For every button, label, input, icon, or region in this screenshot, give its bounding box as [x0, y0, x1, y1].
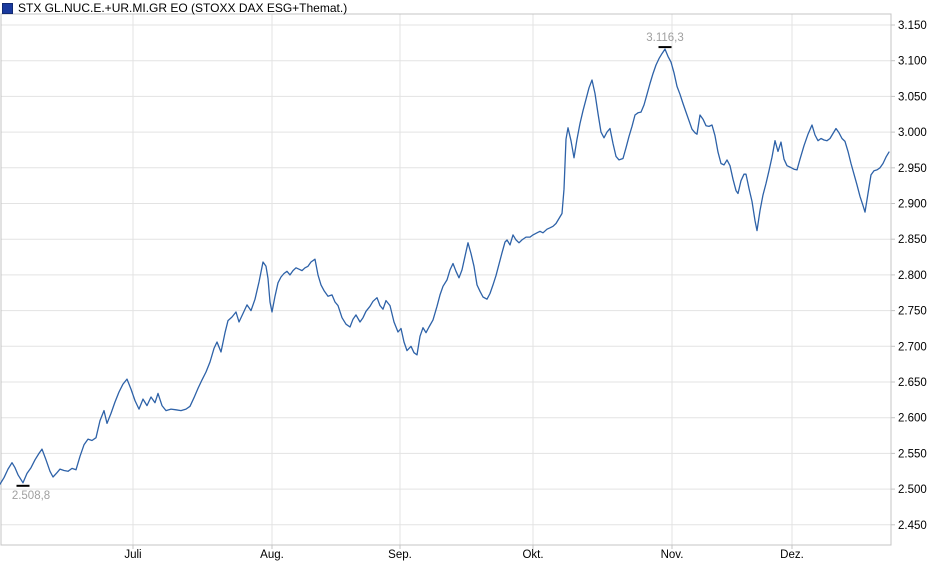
y-axis-label: 2.450 — [898, 520, 927, 532]
chart-legend: STX GL.NUC.E.+UR.MI.GR EO (STOXX DAX ESG… — [2, 1, 347, 15]
y-axis-label: 2.500 — [898, 484, 927, 496]
y-axis-label: 2.600 — [898, 413, 927, 425]
extreme-value-label: 3.116,3 — [646, 32, 684, 44]
annotations: 3.116,3 2.508,8 — [12, 32, 684, 502]
y-axis-label: 2.700 — [898, 341, 927, 353]
y-axis-label: 2.800 — [898, 270, 927, 282]
y-axis-label: 2.950 — [898, 163, 927, 175]
x-axis-label: Okt. — [522, 549, 543, 561]
x-axis-label: Aug. — [260, 549, 284, 561]
plot-frame — [0, 13, 892, 546]
y-axis-label: 3.100 — [898, 56, 927, 68]
chart-title: STX GL.NUC.E.+UR.MI.GR EO (STOXX DAX ESG… — [18, 1, 348, 15]
axis-ticks — [132, 24, 895, 549]
extreme-value-label: 2.508,8 — [12, 490, 50, 502]
x-axis-label: Dez. — [780, 549, 804, 561]
series-color-swatch — [2, 2, 13, 14]
x-axis-label: Nov. — [661, 549, 684, 561]
x-axis-label: Juli — [124, 549, 141, 561]
grid — [1, 14, 891, 545]
y-axis-label: 3.150 — [898, 20, 927, 32]
x-axis-labels: Juli Aug. Sep. Okt. Nov. Dez. — [124, 549, 803, 561]
y-axis-label: 2.900 — [898, 199, 927, 211]
y-axis-label: 3.050 — [898, 91, 927, 103]
y-axis-labels: 2.450 2.500 2.550 2.600 2.650 2.700 2.750 2.800… — [898, 20, 927, 532]
y-axis-label: 2.550 — [898, 448, 927, 460]
x-axis-label: Sep. — [388, 549, 412, 561]
price-line — [0, 48, 890, 485]
y-axis-label: 2.650 — [898, 377, 927, 389]
y-axis-label: 2.850 — [898, 234, 927, 246]
y-axis-label: 3.000 — [898, 127, 927, 139]
y-axis-label: 2.750 — [898, 306, 927, 318]
